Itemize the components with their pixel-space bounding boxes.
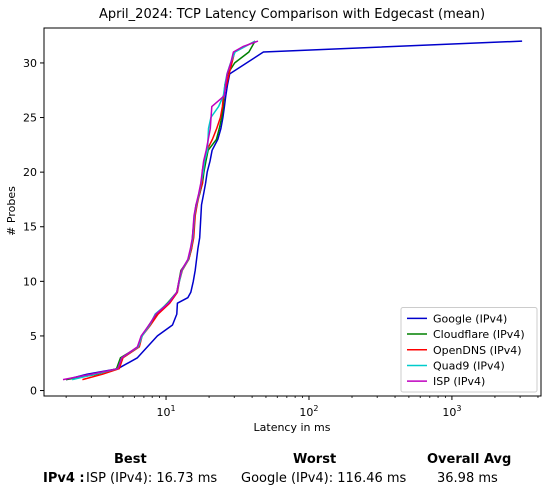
worst-header: Worst [293, 452, 336, 467]
legend-label-3: Quad9 (IPv4) [433, 359, 505, 372]
y-tick-label: 25 [23, 112, 37, 125]
x-axis-label: Latency in ms [254, 421, 331, 434]
best-value: ISP (IPv4): 16.73 ms [86, 471, 217, 486]
worst-value: Google (IPv4): 116.46 ms [241, 471, 406, 486]
y-tick-label: 30 [23, 57, 37, 70]
y-tick-label: 5 [30, 330, 37, 343]
y-tick-label: 0 [30, 385, 37, 398]
legend-label-2: OpenDNS (IPv4) [433, 344, 522, 357]
overall-avg-value: 36.98 ms [437, 471, 498, 486]
y-axis-label: # Probes [5, 186, 18, 236]
y-tick-label: 10 [23, 275, 37, 288]
chart-title: April_2024: TCP Latency Comparison with … [99, 7, 485, 22]
overall-avg-header: Overall Avg [427, 452, 511, 467]
y-tick-label: 20 [23, 166, 37, 179]
legend-label-1: Cloudflare (IPv4) [433, 328, 525, 341]
chart: April_2024: TCP Latency Comparison with … [0, 0, 548, 446]
y-tick-label: 15 [23, 221, 37, 234]
legend-label-4: ISP (IPv4) [433, 375, 485, 388]
best-header: Best [114, 452, 147, 467]
summary-stats: Best Worst Overall Avg IPv4 : ISP (IPv4)… [0, 446, 548, 496]
legend-label-0: Google (IPv4) [433, 312, 507, 325]
ipv4-row-label: IPv4 : [43, 471, 85, 486]
legend: Google (IPv4) Cloudflare (IPv4) OpenDNS (I… [401, 308, 537, 393]
